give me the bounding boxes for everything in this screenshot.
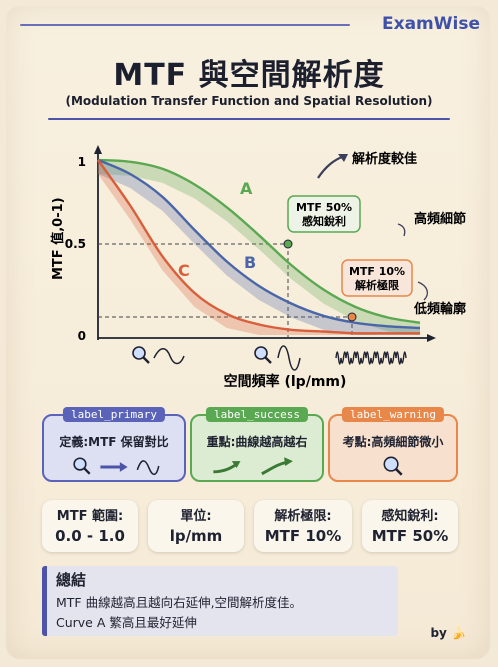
page-subtitle: (Modulation Transfer Function and Spatia… bbox=[65, 94, 433, 108]
stat-key: MTF 範圍: bbox=[56, 509, 124, 524]
summary-line-1: MTF 曲線越高且越向右延伸,空間解析度佳。 bbox=[56, 595, 303, 610]
series-c-line bbox=[97, 159, 421, 335]
mtf-chart: 1 0.5 0 MTF 值,0-1) 空間頻率 (lp/mm) MTF 50%感… bbox=[50, 145, 466, 390]
summary-title: 總結 bbox=[56, 571, 87, 589]
curve-arrow-icon-2 bbox=[261, 457, 293, 476]
summary-box: 總結 MTF 曲線越高且越向右延伸,空間解析度佳。 Curve A 繁高且最好延… bbox=[42, 566, 398, 636]
byline: by 🍌 bbox=[430, 626, 466, 640]
curve-c-label: C bbox=[178, 261, 190, 280]
series-a-line bbox=[97, 158, 421, 324]
definition-icons bbox=[73, 457, 160, 476]
summary-line-2: Curve A 繁高且最好延伸 bbox=[56, 615, 197, 630]
page-title: MTF 與空間解析度 bbox=[113, 58, 385, 93]
y-axis-label: MTF 值,0-1) bbox=[50, 197, 66, 280]
stat-value: MTF 10% bbox=[264, 527, 342, 545]
x-axis-label: 空間頻率 (lp/mm) bbox=[224, 373, 347, 390]
stat-key: 單位: bbox=[180, 509, 212, 524]
summary-accent-bar bbox=[42, 566, 47, 636]
series-b-band bbox=[98, 160, 420, 335]
exam-point-icons bbox=[383, 456, 403, 476]
definition-text: 定義:MTF 保留對比 bbox=[59, 435, 169, 449]
stat-mtf-range: MTF 範圍: 0.0 - 1.0 bbox=[42, 500, 138, 552]
magnifier-icon-mid bbox=[254, 346, 272, 364]
definition-card: label_primary 定義:MTF 保留對比 bbox=[42, 407, 186, 482]
mtf10-callout bbox=[341, 259, 413, 297]
magnifier-icon bbox=[73, 457, 91, 475]
mtf50-label: MTF 50%感知銳利 bbox=[296, 201, 352, 228]
mtf50-callout bbox=[287, 195, 361, 233]
low-contour-arrow bbox=[417, 281, 429, 301]
key-point-icons bbox=[213, 457, 293, 476]
stat-perceived-sharpness: 感知銳利: MTF 50% bbox=[362, 500, 458, 552]
x-axis-arrow bbox=[427, 334, 436, 342]
y-tick-0: 0 bbox=[78, 329, 86, 343]
exam-point-tag: label_warning bbox=[341, 407, 445, 422]
low-frequency-wave-icon bbox=[153, 348, 185, 365]
stat-resolution-limit: 解析極限: MTF 10% bbox=[254, 500, 352, 552]
y-tick-1: 1 bbox=[78, 155, 86, 169]
stat-value: 0.0 - 1.0 bbox=[55, 527, 125, 545]
high-detail-label: 高頻細節 bbox=[414, 211, 466, 227]
stat-key: 解析極限: bbox=[274, 509, 332, 524]
definition-tag: label_primary bbox=[62, 407, 166, 422]
stat-unit: 單位: lp/mm bbox=[148, 500, 244, 552]
brand-logo: ExamWise bbox=[382, 14, 480, 34]
mtf10-marker bbox=[347, 312, 357, 322]
exam-point-text: 考點:高頻細節微小 bbox=[342, 435, 444, 449]
mid-frequency-wave-icon bbox=[277, 345, 301, 371]
stat-value: MTF 50% bbox=[371, 527, 449, 545]
curve-arrow-icon-1 bbox=[213, 461, 241, 474]
low-contour-label: 低頻輪廓 bbox=[413, 301, 466, 317]
brand-underline bbox=[20, 24, 350, 26]
mtf50-marker bbox=[283, 239, 293, 249]
stat-value: lp/mm bbox=[169, 527, 223, 545]
magnifier-icon-low bbox=[132, 346, 150, 364]
y-tick-0.5: 0.5 bbox=[65, 237, 86, 251]
better-arrowhead bbox=[338, 154, 348, 162]
high-frequency-wave-icon bbox=[335, 351, 407, 365]
title-divider bbox=[48, 118, 450, 120]
better-label: 解析度較佳 bbox=[351, 151, 417, 167]
better-arrow bbox=[317, 154, 345, 179]
high-detail-arrow bbox=[397, 223, 406, 237]
magnifier-icon bbox=[383, 456, 403, 476]
stat-key: 感知銳利: bbox=[381, 509, 439, 524]
exam-point-card: label_warning 考點:高頻細節微小 bbox=[328, 407, 458, 482]
arrow-right-icon bbox=[100, 462, 128, 472]
key-point-tag: label_success bbox=[205, 407, 309, 422]
mtf10-label: MTF 10%解析極限 bbox=[349, 265, 405, 292]
key-point-card: label_success 重點:曲線越高越右 bbox=[190, 407, 324, 482]
key-point-text: 重點:曲線越高越右 bbox=[206, 435, 308, 449]
series-b-line bbox=[97, 158, 421, 330]
series-a-band bbox=[98, 160, 420, 335]
curve-a-label: A bbox=[240, 179, 253, 198]
curve-b-label: B bbox=[244, 253, 256, 272]
y-axis-arrow bbox=[94, 145, 102, 154]
wave-icon bbox=[136, 460, 160, 476]
